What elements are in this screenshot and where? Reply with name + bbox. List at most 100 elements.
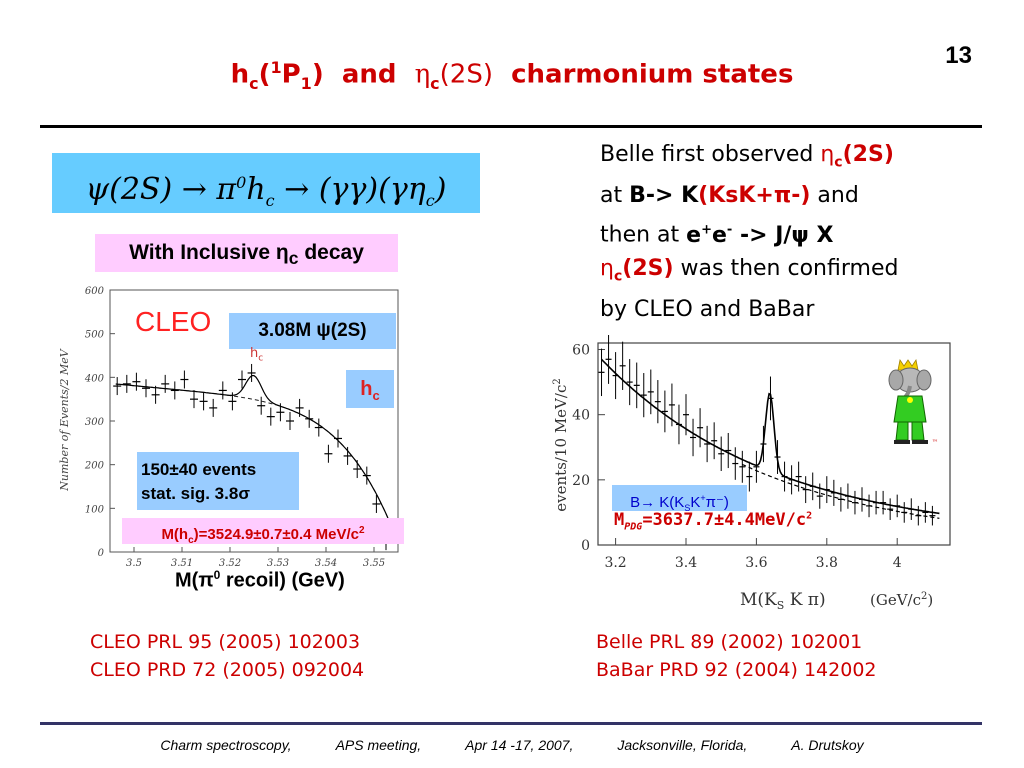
cleo-data-point <box>180 370 189 389</box>
belle-data-point <box>922 502 929 523</box>
belle-data-point <box>873 490 880 515</box>
cleo-ytick-label: 300 <box>85 417 105 428</box>
decay-formula: ψ(2S) → π0hc → (γγ)(γηc) <box>52 153 480 213</box>
cleo-data-point <box>295 398 304 417</box>
cleo-data-point <box>266 407 275 426</box>
belle-data-point <box>683 394 689 436</box>
cleo-data-point <box>228 392 237 411</box>
belle-xunit: (GeV/c2) <box>870 591 933 609</box>
belle-data-point <box>633 362 640 409</box>
cleo-data-point <box>362 466 371 485</box>
belle-data-point <box>753 450 760 483</box>
belle-data-point <box>619 341 626 390</box>
belle-data-point <box>612 352 619 400</box>
cleo-data-point <box>190 390 198 409</box>
belle-data-point <box>823 476 830 504</box>
cleo-ytick-label: 400 <box>84 373 105 384</box>
belle-data-point <box>788 465 795 495</box>
belle-data-point <box>704 425 711 463</box>
belle-data-point <box>894 494 901 518</box>
belle-data-point <box>767 376 774 421</box>
cleo-ylabel: Number of Events/2 MeV <box>58 348 71 492</box>
belle-data-point <box>675 404 682 445</box>
cleo-data-point <box>286 412 294 430</box>
cleo-xtick-label: 3.54 <box>315 558 337 569</box>
belle-xtick-label: 3.2 <box>604 555 626 571</box>
belle-ytick-label: 40 <box>572 408 590 424</box>
belle-data-point <box>746 461 753 492</box>
belle-data-point <box>781 461 788 492</box>
cleo-data-point <box>132 372 141 391</box>
belle-data-point <box>668 383 675 427</box>
belle-plot-frame <box>597 342 951 546</box>
cleo-data-point <box>305 409 314 428</box>
cleo-data-point <box>343 446 352 465</box>
cleo-data-point <box>314 418 323 437</box>
belle-data-point <box>809 472 816 501</box>
cleo-data-point <box>113 377 122 396</box>
belle-data-point <box>880 490 887 515</box>
belle-data-point <box>816 483 823 509</box>
cleo-references: CLEO PRL 95 (2005) 102003 CLEO PRD 72 (2… <box>90 631 365 681</box>
belle-xtick-label: 3.6 <box>745 555 767 571</box>
belle-data-point <box>851 490 858 515</box>
cleo-data-point <box>324 444 333 463</box>
cleo-ytick-label: 0 <box>98 548 105 559</box>
belle-background-curve <box>742 463 940 519</box>
cleo-data-point <box>199 392 208 411</box>
belle-data-point <box>760 425 767 463</box>
cleo-label: CLEO <box>135 306 212 337</box>
belle-data-point <box>661 390 668 433</box>
cleo-data-point <box>122 374 131 393</box>
cleo-xtick-label: 3.51 <box>171 558 193 569</box>
belle-data-point <box>795 461 802 492</box>
belle-data-point <box>711 422 718 460</box>
events-significance-badge: 150±40 events stat. sig. 3.8σ <box>137 452 299 510</box>
belle-babar-references: Belle PRL 89 (2002) 102001 BaBar PRD 92 … <box>596 631 877 681</box>
belle-ytick-label: 20 <box>572 473 590 489</box>
slide-title: hc(1P1) and ηc(2S) charmonium states <box>230 58 794 93</box>
belle-xtick-label: 3.8 <box>816 555 838 571</box>
footer: Charm spectroscopy, APS meeting, Apr 14 -1… <box>160 737 864 753</box>
cleo-data-point <box>334 429 342 448</box>
cleo-ytick-label: 600 <box>85 286 105 297</box>
belle-data-point <box>908 498 915 520</box>
belle-data-point <box>887 498 894 520</box>
cleo-data-point <box>247 363 256 382</box>
belle-xtick-label: 3.4 <box>675 555 697 571</box>
belle-data-point <box>626 359 633 406</box>
cleo-xlabel: M(π0 recoil) (GeV) <box>175 568 345 592</box>
belle-data-point <box>837 487 844 512</box>
belle-mass-value: MPDG=3637.7±4.4MeV/c2 <box>614 510 813 533</box>
slide-number: 13 <box>945 42 972 69</box>
cleo-data-point <box>209 398 218 417</box>
belle-data-point <box>690 418 697 457</box>
belle-data-point <box>739 450 746 483</box>
hc-badge: hc <box>346 370 394 408</box>
inclusive-decay-badge: With Inclusive ηc decay <box>95 234 398 272</box>
belle-data-point <box>654 380 661 424</box>
belle-data-point <box>830 479 837 506</box>
belle-data-point <box>732 447 739 480</box>
babar-elephant-logo: ™ <box>888 358 938 446</box>
cleo-ytick-label: 200 <box>84 461 105 472</box>
hc-mass-value: M(hc)=3524.9±0.7±0.4 MeV/c2 <box>122 518 404 546</box>
belle-data-point <box>605 335 612 384</box>
cleo-data-point <box>372 494 381 513</box>
belle-ylabel: events/10 MeV/c2 <box>552 378 570 511</box>
belle-xlabel: M(KS K π) <box>740 590 826 612</box>
svg-text:™: ™ <box>932 439 938 446</box>
belle-xtick-label: 4 <box>893 555 902 571</box>
cleo-data-point <box>238 370 246 389</box>
belle-ytick-label: 60 <box>572 343 590 359</box>
belle-data-point <box>725 432 732 469</box>
belle-data-point <box>844 483 851 509</box>
cleo-data-point <box>151 385 160 404</box>
belle-mass-plot: events/10 MeV/c2 0 20 40 60 3.2 3.4 3.6 3.8 4 M… <box>552 335 951 612</box>
top-divider <box>40 125 982 128</box>
belle-data-point <box>697 408 704 448</box>
cleo-data-point <box>142 379 150 398</box>
belle-data-point <box>647 369 654 415</box>
belle-data-point <box>598 348 605 397</box>
cleo-data-point <box>170 381 179 400</box>
